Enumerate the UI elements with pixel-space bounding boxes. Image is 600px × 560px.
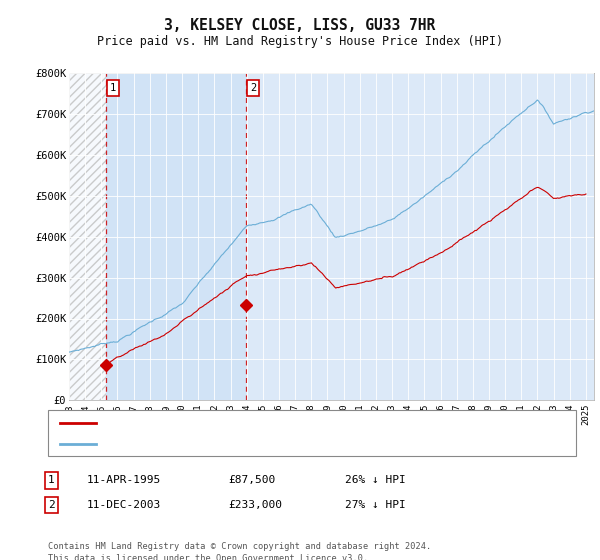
Text: Price paid vs. HM Land Registry's House Price Index (HPI): Price paid vs. HM Land Registry's House … [97, 35, 503, 49]
Text: 11-APR-1995: 11-APR-1995 [87, 475, 161, 486]
Text: 3, KELSEY CLOSE, LISS, GU33 7HR: 3, KELSEY CLOSE, LISS, GU33 7HR [164, 18, 436, 32]
Bar [106, 73, 246, 400]
Text: 11-DEC-2003: 11-DEC-2003 [87, 500, 161, 510]
Text: 1: 1 [48, 475, 55, 486]
Text: £233,000: £233,000 [228, 500, 282, 510]
Text: 2: 2 [250, 83, 256, 93]
Text: £87,500: £87,500 [228, 475, 275, 486]
Text: 26% ↓ HPI: 26% ↓ HPI [345, 475, 406, 486]
Bar [69, 73, 106, 400]
Text: 27% ↓ HPI: 27% ↓ HPI [345, 500, 406, 510]
Text: Contains HM Land Registry data © Crown copyright and database right 2024.
This d: Contains HM Land Registry data © Crown c… [48, 542, 431, 560]
Text: 2: 2 [48, 500, 55, 510]
Text: HPI: Average price, detached house, East Hampshire: HPI: Average price, detached house, East… [102, 438, 415, 449]
Text: 3, KELSEY CLOSE, LISS, GU33 7HR (detached house): 3, KELSEY CLOSE, LISS, GU33 7HR (detache… [102, 418, 402, 428]
Text: 1: 1 [110, 83, 116, 93]
